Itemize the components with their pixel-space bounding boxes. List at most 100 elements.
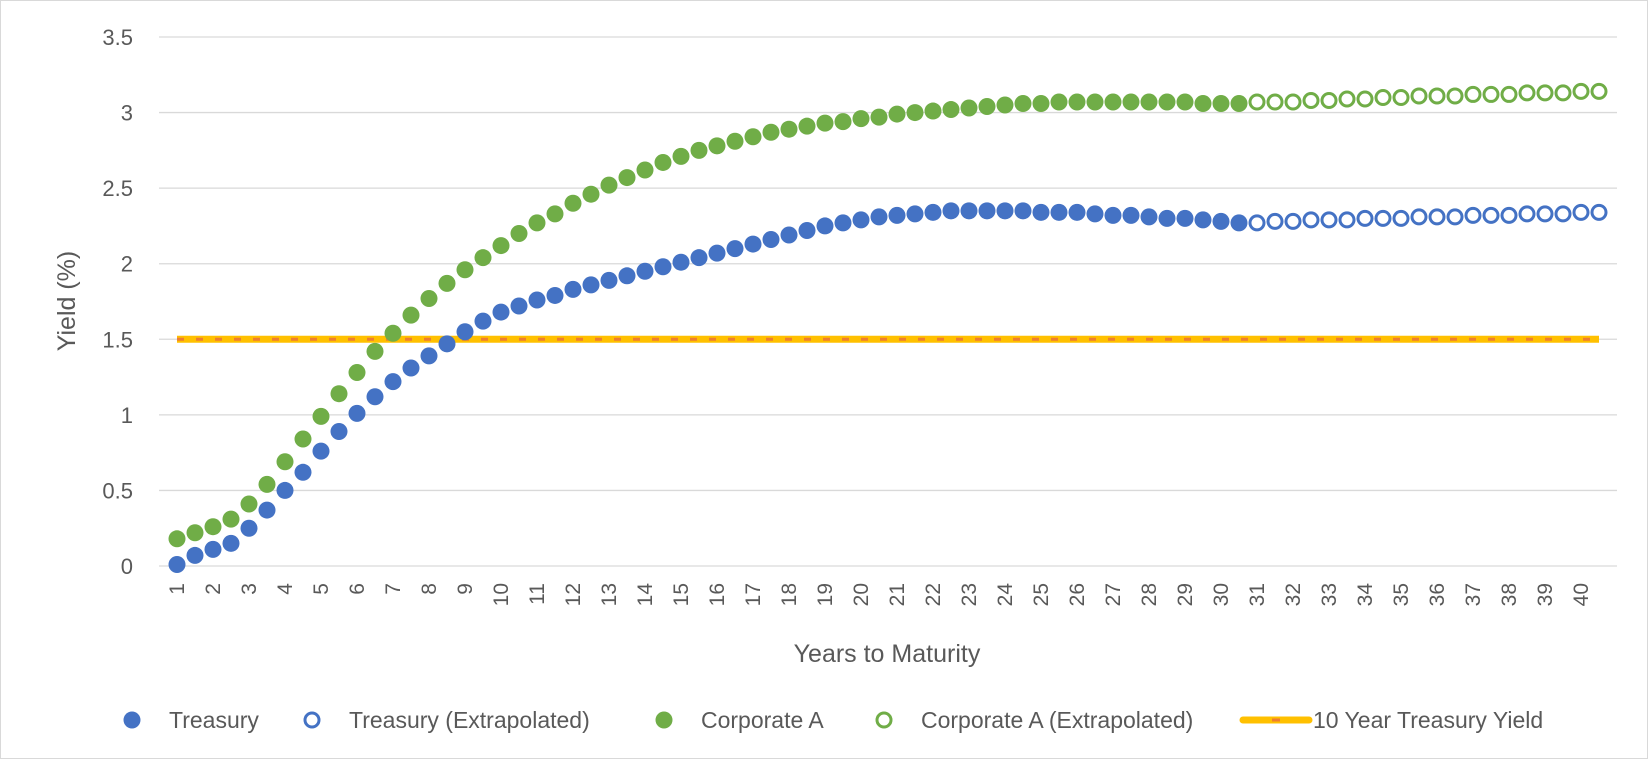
data-point [780, 226, 798, 244]
data-point [402, 306, 420, 324]
data-point [1176, 93, 1194, 111]
data-point [1374, 88, 1392, 106]
data-point [1050, 93, 1068, 111]
x-tick-label: 38 [1498, 583, 1521, 606]
data-point [1032, 95, 1050, 113]
data-point [1518, 205, 1536, 223]
data-point [942, 101, 960, 119]
data-point [600, 176, 618, 194]
data-point [348, 364, 366, 382]
legend-label: Treasury (Extrapolated) [349, 707, 590, 733]
data-point [1464, 206, 1482, 224]
legend-label: 10 Year Treasury Yield [1313, 707, 1543, 733]
data-point [654, 258, 672, 276]
data-point [1158, 209, 1176, 227]
data-point [546, 286, 564, 304]
x-tick-label: 8 [418, 583, 441, 595]
x-tick-label: 40 [1570, 583, 1593, 606]
data-point [384, 373, 402, 391]
data-point [168, 555, 186, 573]
data-point [1122, 206, 1140, 224]
data-point [798, 221, 816, 239]
data-point [1230, 95, 1248, 113]
data-point [1590, 82, 1608, 100]
legend-marker [875, 711, 893, 729]
data-point [582, 185, 600, 203]
series-2 [168, 93, 1248, 548]
data-point [258, 501, 276, 519]
data-point [1410, 87, 1428, 105]
data-point [762, 123, 780, 141]
data-point [276, 453, 294, 471]
data-point [834, 113, 852, 131]
data-point [978, 202, 996, 220]
data-point [222, 510, 240, 528]
data-point [1014, 95, 1032, 113]
data-point [924, 102, 942, 120]
data-point [600, 271, 618, 289]
series-0 [168, 202, 1248, 573]
data-point [582, 276, 600, 294]
data-point [780, 120, 798, 138]
data-point [1212, 212, 1230, 230]
legend-item: Corporate A [655, 707, 824, 733]
data-point [492, 237, 510, 255]
data-point [330, 422, 348, 440]
data-point [222, 534, 240, 552]
data-point [1320, 91, 1338, 109]
data-point [1140, 93, 1158, 111]
data-point [564, 194, 582, 212]
data-point [1446, 208, 1464, 226]
data-point [294, 430, 312, 448]
data-point [330, 385, 348, 403]
y-tick-label: 1 [121, 403, 133, 428]
data-point [528, 291, 546, 309]
data-point [1356, 90, 1374, 108]
data-point [636, 161, 654, 179]
data-point [816, 114, 834, 132]
y-axis-ticks: 0 0.5 1 1.5 2 2.5 3 3.5 [102, 25, 133, 579]
data-point [1554, 205, 1572, 223]
data-point [924, 203, 942, 221]
data-point [1086, 205, 1104, 223]
data-point [1482, 206, 1500, 224]
x-tick-label: 11 [526, 583, 549, 605]
legend-item: Corporate A (Extrapolated) [875, 707, 1193, 733]
x-tick-label: 26 [1066, 583, 1089, 606]
data-point [960, 99, 978, 117]
x-tick-label: 6 [346, 583, 369, 595]
legend-label: Treasury [169, 707, 259, 733]
data-point [1464, 85, 1482, 103]
x-tick-label: 7 [382, 583, 405, 595]
data-point [618, 169, 636, 187]
y-tick-label: 2.5 [102, 176, 133, 201]
data-point [1266, 93, 1284, 111]
data-point [510, 224, 528, 242]
series-layer [168, 82, 1608, 573]
data-point [312, 442, 330, 460]
data-point [1320, 211, 1338, 229]
data-point [1266, 212, 1284, 230]
data-point [438, 274, 456, 292]
data-point [1104, 93, 1122, 111]
data-point [402, 359, 420, 377]
legend-item: Treasury (Extrapolated) [303, 707, 590, 733]
data-point [1590, 203, 1608, 221]
data-point [1446, 87, 1464, 105]
data-point [1122, 93, 1140, 111]
x-tick-label: 12 [562, 583, 585, 606]
x-tick-label: 28 [1138, 583, 1161, 606]
data-point [942, 202, 960, 220]
data-point [1302, 211, 1320, 229]
data-point [852, 211, 870, 229]
data-point [906, 104, 924, 122]
data-point [1068, 203, 1086, 221]
data-point [1482, 85, 1500, 103]
data-point [1500, 85, 1518, 103]
data-point [708, 244, 726, 262]
data-point [204, 518, 222, 536]
x-tick-label: 32 [1282, 583, 1305, 606]
data-point [420, 289, 438, 307]
x-tick-label: 27 [1102, 583, 1125, 606]
